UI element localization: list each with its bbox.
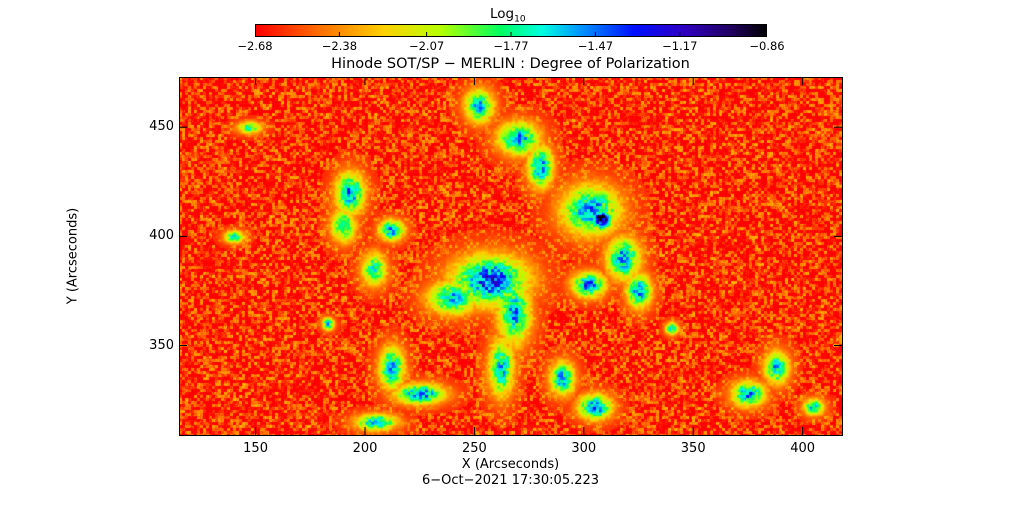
- x-axis-label: X (Arcseconds): [461, 457, 560, 472]
- y-tick-label: 400: [149, 228, 174, 244]
- colorbar: [255, 24, 767, 37]
- colorbar-tick-label: −1.77: [493, 39, 529, 53]
- x-tick-label: 200: [352, 441, 378, 456]
- colorbar-tick-label: −2.38: [321, 39, 358, 53]
- y-tick-label: 350: [149, 337, 174, 353]
- colorbar-tick-label: −0.86: [749, 39, 785, 53]
- colorbar-tick-label: −2.68: [237, 39, 273, 53]
- heatmap-canvas: [179, 77, 842, 435]
- colorbar-label: Log10: [490, 6, 526, 25]
- x-tick-label: 350: [680, 441, 706, 456]
- y-axis-label: Y (Arcseconds): [65, 207, 81, 305]
- colorbar-tick-label: −1.17: [662, 39, 698, 53]
- y-tick-label: 450: [149, 119, 174, 135]
- colorbar-tick-label: −1.47: [577, 39, 614, 53]
- x-tick-label: 300: [571, 441, 597, 456]
- x-tick-label: 250: [461, 441, 487, 456]
- x-tick-label: 400: [790, 441, 816, 456]
- x-tick-label: 150: [243, 441, 268, 456]
- timestamp: 6−Oct−2021 17:30:05.223: [421, 473, 600, 488]
- chart-title: Hinode SOT/SP − MERLIN : Degree of Polar…: [331, 56, 690, 72]
- colorbar-tick-label: −2.07: [408, 39, 445, 53]
